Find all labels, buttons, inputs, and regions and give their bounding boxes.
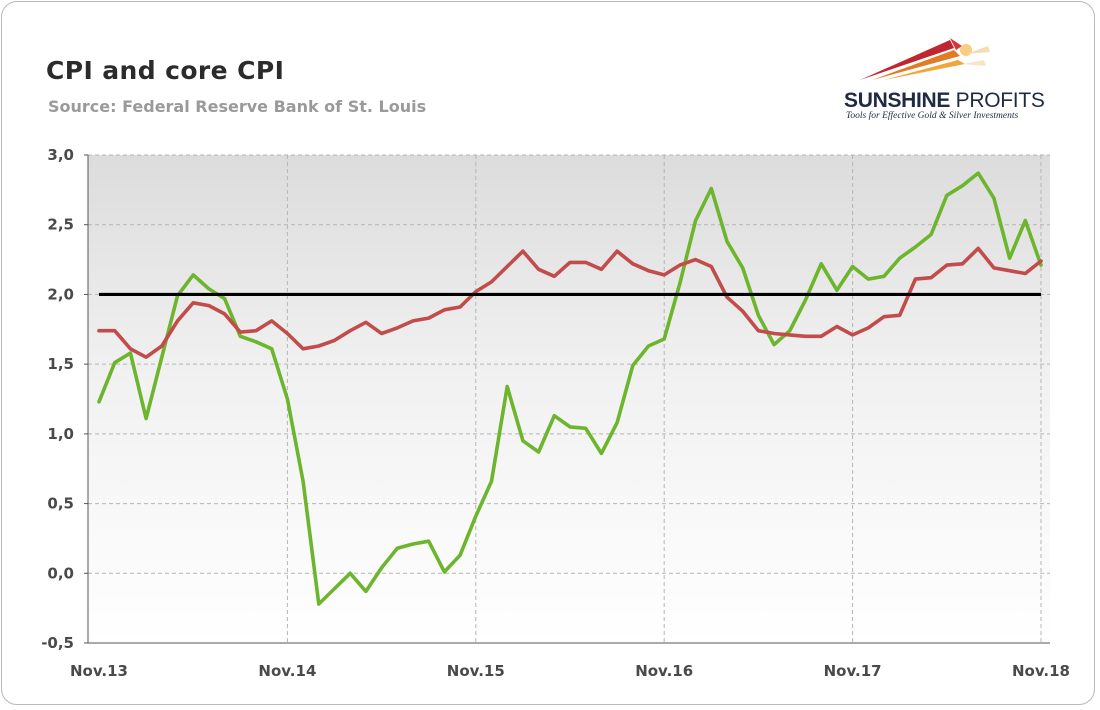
chart-title: CPI and core CPI <box>46 56 285 85</box>
y-tick-label: 1,5 <box>47 355 74 373</box>
y-tick-label: 0,0 <box>47 564 74 582</box>
chart-subtitle: Source: Federal Reserve Bank of St. Loui… <box>48 97 427 116</box>
y-tick-label: 1,0 <box>47 425 74 443</box>
x-tick-label: Nov.15 <box>447 662 505 680</box>
x-tick-label: Nov.18 <box>1012 662 1070 680</box>
y-tick-label: 0,5 <box>47 495 74 513</box>
y-tick-label: -0,5 <box>41 634 74 652</box>
cpi-series-line <box>97 171 1043 606</box>
sun-rays-icon <box>860 38 990 80</box>
x-axis-ticks: Nov.13 Nov.14 Nov.15 Nov.16 Nov.17 Nov.18 <box>70 662 1070 680</box>
logo-wordmark: SUNSHINE PROFITS <box>844 89 1045 112</box>
y-tick-label: 2,5 <box>47 216 74 234</box>
y-axis-ticks: 3,0 2,5 2,0 1,5 1,0 0,5 0,0 -0,5 <box>41 146 74 652</box>
logo-tagline: Tools for Effective Gold & Silver Invest… <box>846 111 1019 121</box>
x-tick-label: Nov.13 <box>70 662 128 680</box>
plot-area <box>88 155 1050 643</box>
axes <box>84 154 1050 644</box>
x-tick-label: Nov.16 <box>635 662 693 680</box>
series-lines <box>97 171 1043 606</box>
y-tick-label: 2,0 <box>47 285 74 303</box>
core-cpi-series-line <box>97 246 1043 360</box>
x-tick-label: Nov.14 <box>258 662 316 680</box>
sunshine-profits-logo: SUNSHINE PROFITS Tools for Effective Gol… <box>838 30 1058 130</box>
x-tick-label: Nov.17 <box>824 662 882 680</box>
y-tick-label: 3,0 <box>47 146 74 164</box>
